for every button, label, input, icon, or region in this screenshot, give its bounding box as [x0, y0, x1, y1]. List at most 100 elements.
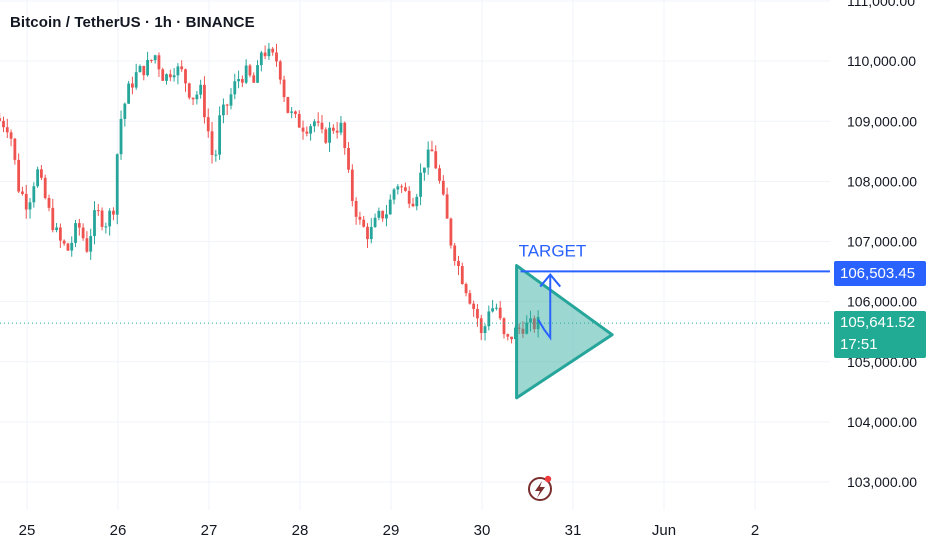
x-tick-label: 27 [201, 522, 218, 539]
candle-body [131, 83, 134, 88]
candle-body [426, 149, 430, 168]
candle-body [457, 260, 460, 267]
candle-body [252, 75, 256, 83]
target-price-tag: 106,503.45 [834, 261, 926, 286]
candle-body [134, 72, 138, 88]
lightning-bolt-icon [528, 475, 552, 501]
candle-body [191, 97, 195, 100]
candle-body [153, 55, 157, 61]
candle-body [278, 61, 282, 80]
candle-body [184, 69, 187, 84]
candle-body [328, 127, 331, 143]
candle-body [85, 238, 89, 252]
candle-body [256, 65, 259, 83]
candle-body [320, 122, 324, 130]
candle-body [366, 226, 369, 240]
candle-body [206, 117, 210, 132]
last-price-tag: 105,641.52 17:51 [834, 311, 926, 358]
candle-body [58, 227, 62, 241]
candle-body [517, 327, 521, 329]
candle-body [66, 243, 70, 251]
x-tick-label: Jun [652, 522, 676, 539]
candle-body [77, 223, 81, 228]
candle-body [510, 336, 513, 340]
candle-body [203, 84, 206, 118]
candle-body [525, 322, 529, 334]
candle-body [5, 127, 9, 133]
candle-body [271, 48, 275, 53]
target-text: TARGET [519, 241, 587, 260]
candle-body [36, 169, 40, 187]
candle-body [483, 326, 487, 334]
chart-title: Bitcoin / TetherUS · 1h · BINANCE [10, 14, 255, 31]
candle-body [81, 227, 85, 239]
candle-body [343, 122, 347, 148]
candle-body [407, 190, 411, 204]
candle-body [487, 311, 491, 327]
candle-body [225, 104, 229, 106]
candle-body [149, 59, 153, 61]
candle-body [385, 214, 388, 219]
candle-body [157, 55, 161, 70]
candle-body [536, 316, 540, 330]
candle-body [324, 129, 328, 143]
candle-body [347, 147, 350, 170]
triangle-pattern [515, 264, 614, 400]
candle-body [229, 94, 233, 106]
candle-body [237, 79, 240, 82]
candle-body [415, 196, 419, 207]
candle-body [199, 84, 203, 95]
candle-body [453, 245, 457, 261]
candle-body [47, 198, 51, 208]
candle-body [532, 318, 536, 330]
candle-body [89, 236, 93, 252]
candle-body [240, 79, 244, 83]
y-tick-label: 104,000.00 [847, 414, 917, 430]
candle-body [438, 168, 441, 181]
candle-body [468, 293, 472, 304]
candle-body [244, 65, 248, 83]
candle-body [165, 74, 168, 81]
y-tick-label: 107,000.00 [847, 234, 917, 250]
candle-body [180, 66, 184, 70]
candle-body [430, 149, 434, 152]
candle-body [464, 283, 468, 294]
candle-body [275, 52, 278, 62]
candle-body [369, 227, 373, 240]
candle-body [195, 94, 199, 100]
candle-body [267, 48, 271, 57]
candles [0, 42, 540, 344]
candle-body [297, 113, 301, 128]
overlays: TARGET [0, 241, 830, 400]
candle-body [316, 121, 320, 123]
y-tick-label: 103,000.00 [847, 474, 917, 490]
candle-body [400, 186, 404, 188]
candle-body [100, 210, 104, 227]
candle-body [263, 52, 267, 57]
candle-body [506, 334, 510, 337]
candle-body [411, 203, 415, 207]
y-tick-label: 109,000.00 [847, 113, 917, 129]
candle-body [142, 65, 146, 76]
candle-body [161, 69, 165, 81]
candle-body [434, 151, 438, 169]
candle-body [305, 131, 309, 134]
y-tick-label: 111,000.00 [847, 0, 915, 9]
candle-body [392, 189, 396, 200]
candle-body [214, 154, 218, 156]
candle-body [282, 79, 286, 98]
candle-body [354, 200, 358, 217]
candle-body [146, 59, 149, 76]
candle-body [286, 97, 290, 113]
candle-body [172, 75, 176, 78]
candle-body [460, 266, 464, 284]
candle-body [123, 103, 127, 119]
candle-body [2, 120, 5, 128]
y-tick-label: 110,000.00 [847, 53, 916, 69]
candle-body [381, 210, 385, 219]
candle-body [377, 210, 381, 218]
candle-body [40, 169, 43, 178]
candle-body [313, 121, 316, 127]
candle-body [259, 52, 263, 66]
